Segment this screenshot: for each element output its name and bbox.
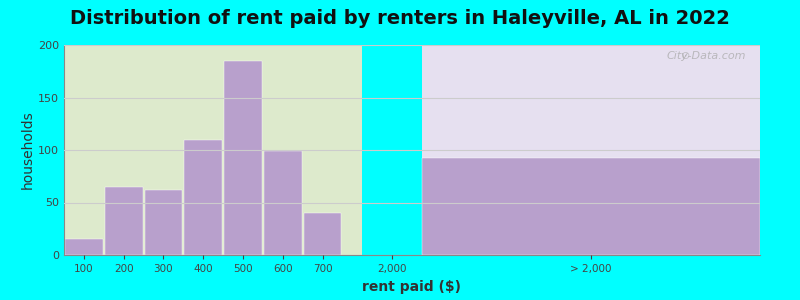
Bar (184, 140, 222, 255)
Bar (105, 187, 142, 255)
Text: Distribution of rent paid by renters in Haleyville, AL in 2022: Distribution of rent paid by renters in … (70, 9, 730, 28)
Text: ⊙: ⊙ (681, 51, 690, 61)
Bar (264, 151, 302, 255)
Text: City-Data.com: City-Data.com (666, 51, 746, 61)
X-axis label: rent paid ($): rent paid ($) (362, 280, 462, 294)
Bar (145, 190, 182, 255)
Bar (422, 45, 760, 255)
Bar (422, 158, 760, 255)
Bar (224, 61, 262, 255)
Y-axis label: households: households (22, 111, 35, 189)
Bar (65, 239, 102, 255)
Bar (64, 45, 362, 255)
Bar (304, 213, 342, 255)
